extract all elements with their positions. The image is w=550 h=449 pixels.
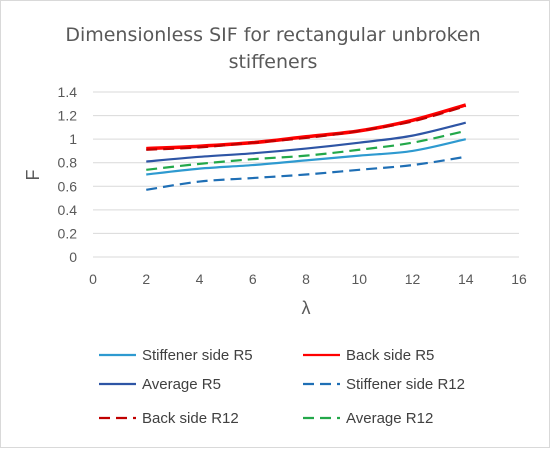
y-tick-label: 0.6 bbox=[58, 178, 78, 194]
y-tick-label: 1.4 bbox=[58, 84, 78, 100]
series-line-1 bbox=[146, 103, 467, 151]
legend-label-1: Back side R5 bbox=[346, 347, 434, 364]
x-tick-label: 0 bbox=[89, 271, 97, 287]
legend-label-4: Back side R12 bbox=[142, 410, 239, 427]
legend: Stiffener side R5 Back side R5 Average R5 S… bbox=[99, 347, 465, 427]
legend-label-2: Average R5 bbox=[142, 376, 221, 393]
y-tick-label: 0.2 bbox=[58, 225, 78, 241]
y-axis-label: F bbox=[23, 170, 43, 181]
y-tick-label: 0.8 bbox=[58, 155, 78, 171]
x-tick-label: 2 bbox=[142, 271, 150, 287]
series-lines bbox=[146, 103, 467, 191]
series-line-0 bbox=[146, 138, 466, 176]
chart-title-line-1: Dimensionless SIF for rectangular unbrok… bbox=[65, 24, 480, 46]
y-axis-ticks: 0 0.2 0.4 0.6 0.8 1 1.2 1.4 bbox=[58, 84, 78, 265]
legend-label-0: Stiffener side R5 bbox=[142, 347, 253, 364]
x-axis-label: λ bbox=[302, 298, 311, 318]
x-tick-label: 12 bbox=[405, 271, 421, 287]
legend-label-3: Stiffener side R12 bbox=[346, 376, 465, 393]
x-tick-label: 6 bbox=[249, 271, 257, 287]
series-line-2 bbox=[146, 121, 467, 163]
series-line-3 bbox=[146, 155, 466, 191]
x-axis-ticks: 0 2 4 6 8 10 12 14 16 bbox=[89, 271, 527, 287]
x-tick-label: 14 bbox=[458, 271, 474, 287]
y-tick-label: 1 bbox=[69, 131, 77, 147]
series-line-5 bbox=[146, 129, 466, 171]
series-line-4 bbox=[146, 105, 467, 151]
x-tick-label: 4 bbox=[196, 271, 204, 287]
y-tick-label: 0 bbox=[69, 249, 77, 265]
chart-title-line-2: stiffeners bbox=[229, 51, 318, 73]
x-tick-label: 8 bbox=[302, 271, 310, 287]
y-tick-label: 0.4 bbox=[58, 202, 78, 218]
legend-label-5: Average R12 bbox=[346, 410, 433, 427]
x-tick-label: 16 bbox=[511, 271, 527, 287]
y-tick-label: 1.2 bbox=[58, 108, 78, 124]
x-tick-label: 10 bbox=[351, 271, 367, 287]
